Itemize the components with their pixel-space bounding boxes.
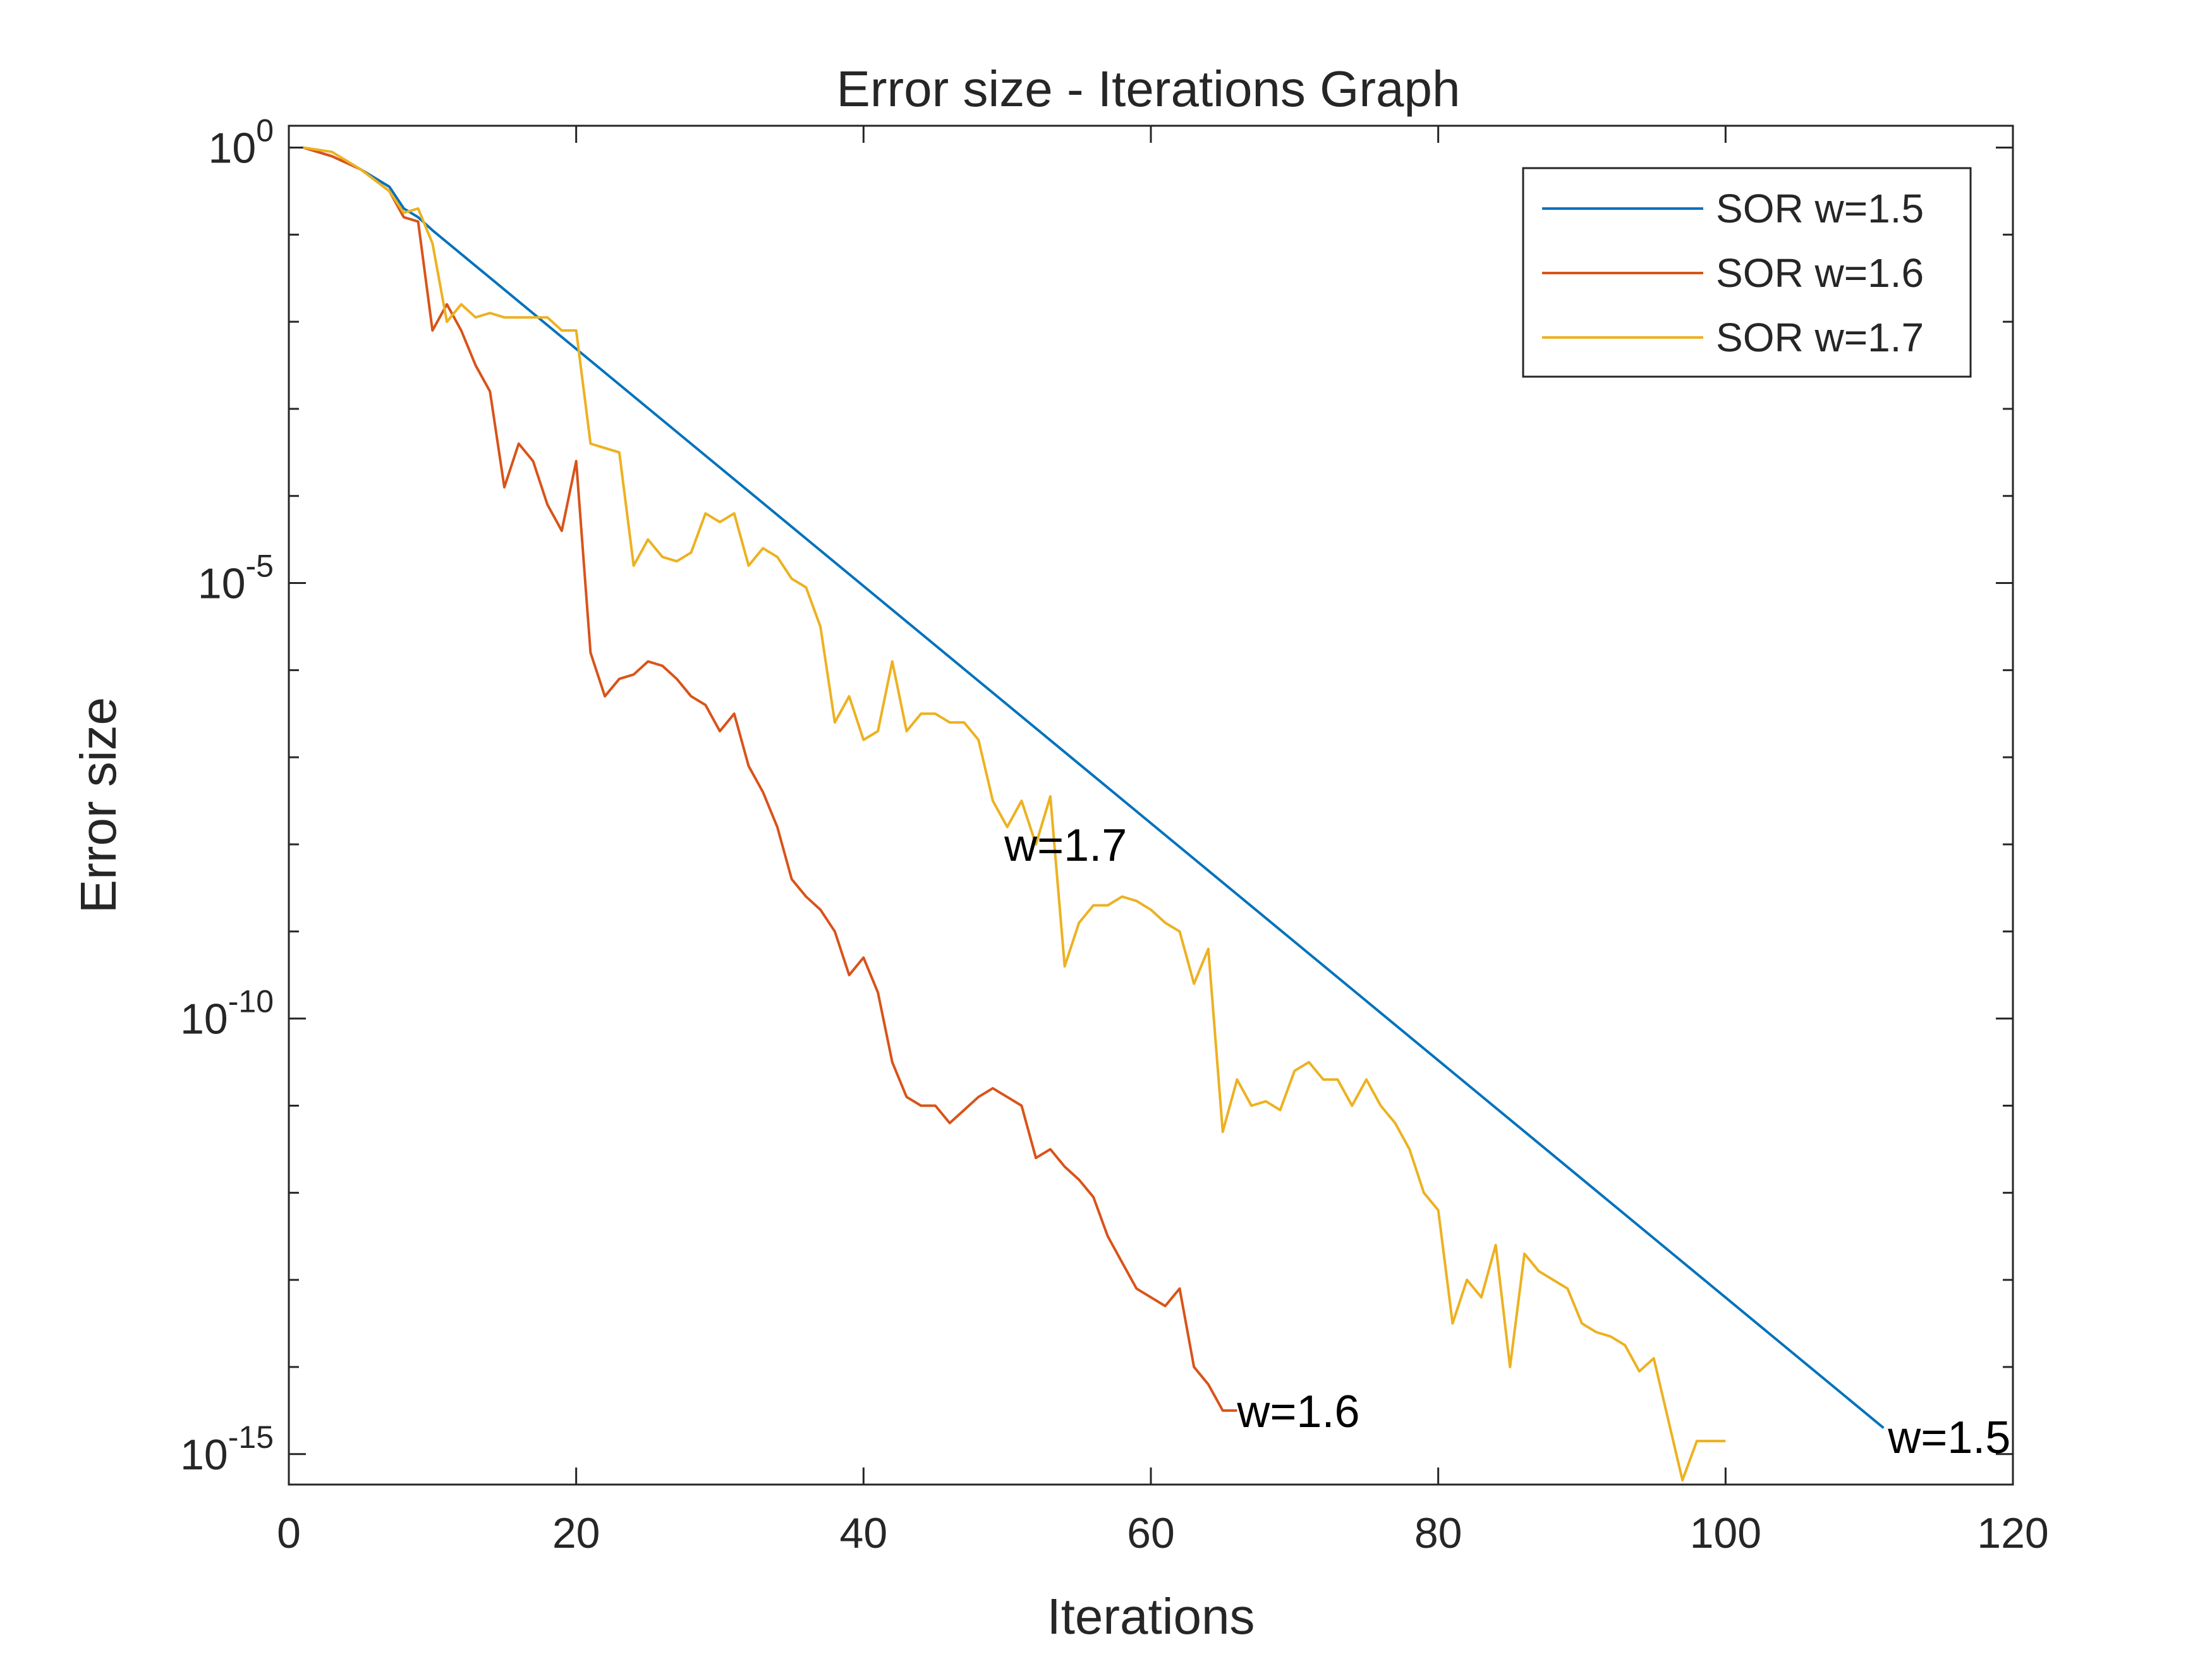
x-tick-label: 80 (1414, 1509, 1462, 1557)
x-tick-label: 100 (1690, 1509, 1761, 1557)
legend-label-1: SOR w=1.5 (1716, 186, 1924, 231)
annotation-label: w=1.6 (1236, 1387, 1359, 1437)
y-tick-exponent: -15 (228, 1419, 274, 1455)
y-axis-label: Error size (70, 697, 126, 913)
legend-label-2: SOR w=1.6 (1716, 250, 1924, 296)
y-tick-label: 10-15 (180, 1419, 274, 1479)
x-axis: 0 20 40 60 80 100 120 (277, 126, 2049, 1557)
y-tick-exponent: 0 (256, 112, 274, 148)
y-tick-label: 10-5 (198, 549, 274, 608)
y-tick-exponent: -10 (228, 984, 274, 1019)
y-tick-label: 10-10 (180, 984, 274, 1043)
legend: SOR w=1.5 SOR w=1.6 SOR w=1.7 (1522, 167, 1972, 378)
series-group (303, 146, 1885, 1482)
x-tick-label: 20 (552, 1509, 600, 1557)
y-tick-label: 100 (209, 112, 274, 172)
y-tick-exponent: -5 (246, 549, 274, 584)
series-line-3 (303, 146, 1726, 1482)
annotation-label: w=1.5 (1887, 1413, 2010, 1463)
legend-label-3: SOR w=1.7 (1716, 315, 1924, 360)
x-tick-label: 0 (277, 1509, 301, 1557)
x-tick-label: 40 (840, 1509, 888, 1557)
y-tick-base: 10 (209, 124, 257, 172)
y-tick-base: 10 (180, 995, 228, 1043)
annotation-label: w=1.7 (1004, 820, 1127, 871)
x-tick-label: 60 (1127, 1509, 1175, 1557)
y-tick-base: 10 (180, 1431, 228, 1479)
series-line-2 (303, 146, 1237, 1412)
y-tick-base: 10 (198, 560, 246, 608)
annotations: w=1.7 w=1.6 w=1.5 (1004, 820, 2010, 1463)
x-tick-label: 120 (1977, 1509, 2048, 1557)
x-axis-label: Iterations (1047, 1588, 1255, 1644)
chart-title: Error size - Iterations Graph (837, 61, 1461, 117)
